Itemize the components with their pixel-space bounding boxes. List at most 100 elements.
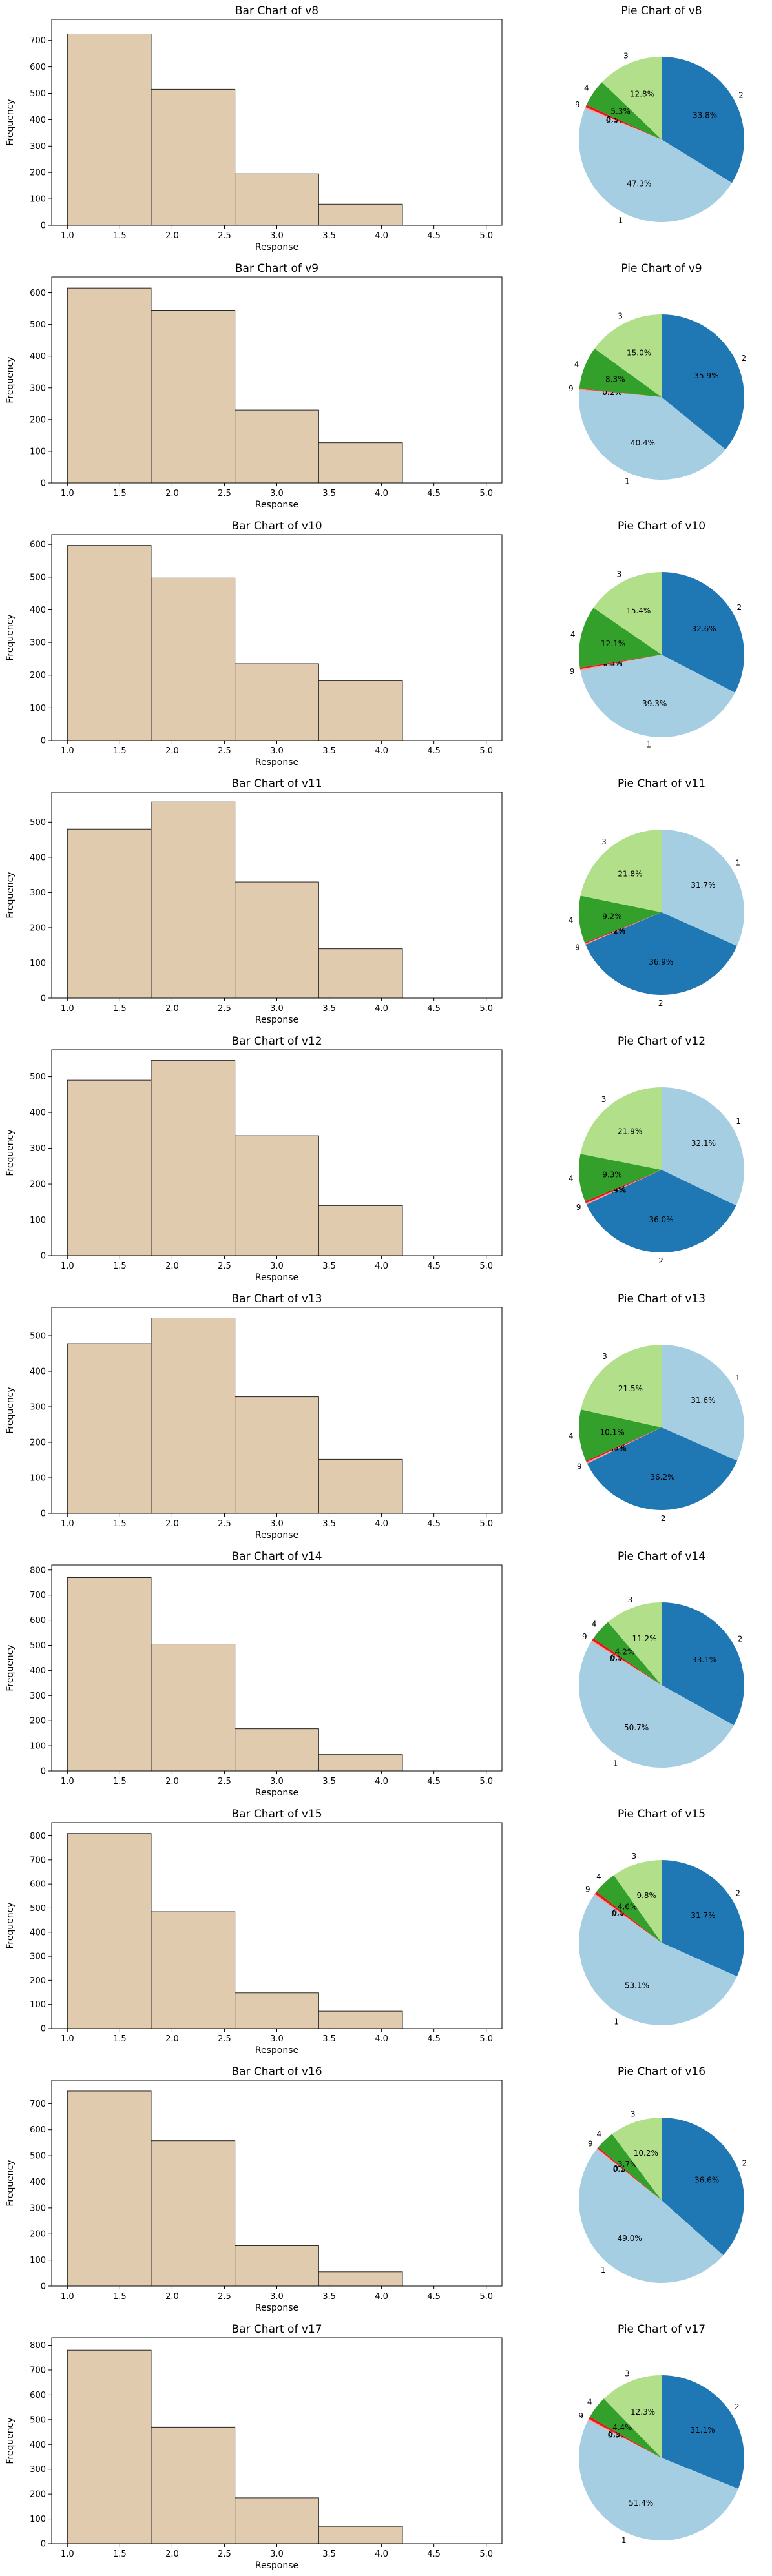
x-tick-label: 5.0: [479, 1004, 493, 1014]
x-tick-label: 5.0: [479, 1777, 493, 1786]
pie-slice-percent: 21.5%: [618, 1384, 643, 1393]
pie-slice-label: 3: [618, 312, 623, 321]
x-tick-label: 2.0: [165, 231, 179, 241]
y-tick-label: 0: [41, 2025, 46, 2034]
chart-row: Bar Chart of v17 1.0 1.5 2.0 2.5 3.0 3.5 4.0 4.5…: [5, 2323, 744, 2571]
pie-slice: [603, 2375, 662, 2458]
pie-slice-percent: 21.9%: [618, 1127, 642, 1136]
pie-chart-title: Pie Chart of v12: [618, 1035, 705, 1048]
pie-slice-label: 2: [736, 603, 742, 612]
y-tick-label: 200: [30, 671, 46, 680]
pie-slice-label: 4: [596, 1872, 601, 1881]
pie-slice-label: 4: [569, 1432, 574, 1441]
y-tick-label: 700: [30, 1855, 46, 1865]
x-tick-label: 4.5: [427, 746, 441, 756]
histogram-bar: [151, 2426, 236, 2544]
pie-slice-percent: 49.0%: [618, 2234, 642, 2243]
y-axis-label: Frequency: [5, 2160, 16, 2206]
histogram-bar: [67, 2090, 152, 2287]
pie-slice: [585, 912, 662, 945]
pie-slice: [601, 57, 662, 139]
chart-row: Bar Chart of v15 1.0 1.5 2.0 2.5 3.0 3.5 4.0 4.5…: [5, 1808, 744, 2056]
pie-slice-label: 2: [658, 1256, 663, 1265]
pie-slice-label: 9: [582, 1632, 587, 1641]
x-tick-label: 3.5: [322, 1777, 336, 1786]
bar-chart: Bar Chart of v8 1.0 1.5 2.0 2.5 3.0 3.5 4.0 4.5 5…: [5, 5, 503, 252]
pie-slice-percent: 32.1%: [691, 1139, 716, 1148]
x-tick-label: 2.0: [165, 746, 179, 756]
pie-slice-percent: 4.2%: [615, 1647, 635, 1656]
x-tick-label: 4.0: [375, 1262, 388, 1271]
pie-slice-label: 3: [601, 837, 607, 846]
pie-slice: [589, 2417, 662, 2458]
y-tick-label: 0: [41, 479, 46, 489]
y-tick-label: 200: [30, 2230, 46, 2240]
pie-slice-label: 2: [742, 2158, 747, 2167]
bar-chart-title: Bar Chart of v13: [231, 1293, 322, 1305]
chart-row: Bar Chart of v10 1.0 1.5 2.0 2.5 3.0 3.5 4.0 4.5…: [5, 520, 744, 768]
x-tick-label: 1.0: [61, 746, 74, 756]
histogram-bar: [67, 1079, 152, 1256]
pie-slice: [662, 1345, 744, 1461]
histogram-bar: [318, 203, 403, 226]
pie-slice-label: 9: [588, 2139, 593, 2148]
x-tick-label: 4.0: [375, 2550, 388, 2559]
bar-chart-title: Bar Chart of v12: [231, 1035, 322, 1048]
pie-slice-label: 9: [576, 1203, 581, 1212]
pie-slice-label: 9: [577, 1462, 582, 1471]
chart-row: Bar Chart of v8 1.0 1.5 2.0 2.5 3.0 3.5 4.0 4.5 5…: [5, 5, 744, 252]
pie-slice: [662, 2375, 744, 2489]
x-tick-label: 4.0: [375, 1519, 388, 1529]
x-axis-label: Response: [255, 1015, 298, 1025]
x-tick-label: 3.0: [270, 1004, 284, 1014]
bar-chart: Bar Chart of v10 1.0 1.5 2.0 2.5 3.0 3.5 4.0 4.5…: [5, 520, 503, 768]
pie-slice: [579, 388, 662, 397]
x-tick-label: 2.5: [218, 1004, 231, 1014]
y-tick-label: 0: [41, 737, 46, 746]
y-tick-label: 500: [30, 1332, 46, 1342]
y-tick-label: 400: [30, 1928, 46, 1937]
x-tick-label: 1.5: [113, 2034, 127, 2044]
pie-slice: [579, 655, 662, 670]
pie-slice: [608, 1602, 662, 1685]
chart-row: Bar Chart of v11 1.0 1.5 2.0 2.5 3.0 3.5 4.0 4.5…: [5, 777, 744, 1025]
bar-chart: Bar Chart of v16 1.0 1.5 2.0 2.5 3.0 3.5 4.0 4.5…: [5, 2065, 503, 2313]
pie-slice-percent: 10.1%: [600, 1427, 625, 1436]
pie-slice-label: 2: [735, 1888, 740, 1897]
pie-slice-label: 3: [628, 1595, 633, 1604]
y-tick-label: 300: [30, 1144, 46, 1154]
pie-slice: [614, 1860, 662, 1943]
pie-slice: [581, 1345, 662, 1427]
pie-slice: [612, 2118, 662, 2200]
pie-slice-label: 2: [661, 1514, 666, 1523]
pie-slice: [579, 608, 662, 668]
histogram-bar: [151, 88, 236, 226]
pie-slice-percent: 12.8%: [630, 89, 654, 98]
pie-slice: [586, 1427, 662, 1464]
x-tick-label: 4.5: [427, 2550, 441, 2559]
x-tick-label: 4.0: [375, 231, 388, 241]
pie-slice-label: 1: [618, 216, 623, 225]
histogram-bar: [235, 881, 319, 999]
pie-slice: [596, 2148, 662, 2200]
histogram-bar: [318, 2010, 403, 2029]
x-tick-label: 1.0: [61, 1262, 74, 1271]
pie-slice: [585, 1170, 662, 1205]
y-tick-label: 600: [30, 540, 46, 550]
x-tick-label: 1.5: [113, 2550, 127, 2559]
pie-slice: [579, 108, 732, 222]
y-axis-label: Frequency: [5, 1129, 16, 1176]
y-tick-label: 100: [30, 2000, 46, 2010]
x-tick-label: 2.5: [218, 746, 231, 756]
pie-slice-percent: 31.7%: [691, 881, 715, 890]
histogram-bar: [67, 287, 152, 484]
x-tick-label: 1.5: [113, 1777, 127, 1786]
pie-slice: [579, 389, 662, 397]
pie-slice-percent: 8.3%: [605, 374, 625, 383]
pie-slice-percent: 36.9%: [649, 957, 673, 966]
pie-slice: [662, 1860, 744, 1977]
y-tick-label: 300: [30, 888, 46, 898]
y-axis-label: Frequency: [5, 99, 16, 145]
y-tick-label: 600: [30, 2391, 46, 2400]
